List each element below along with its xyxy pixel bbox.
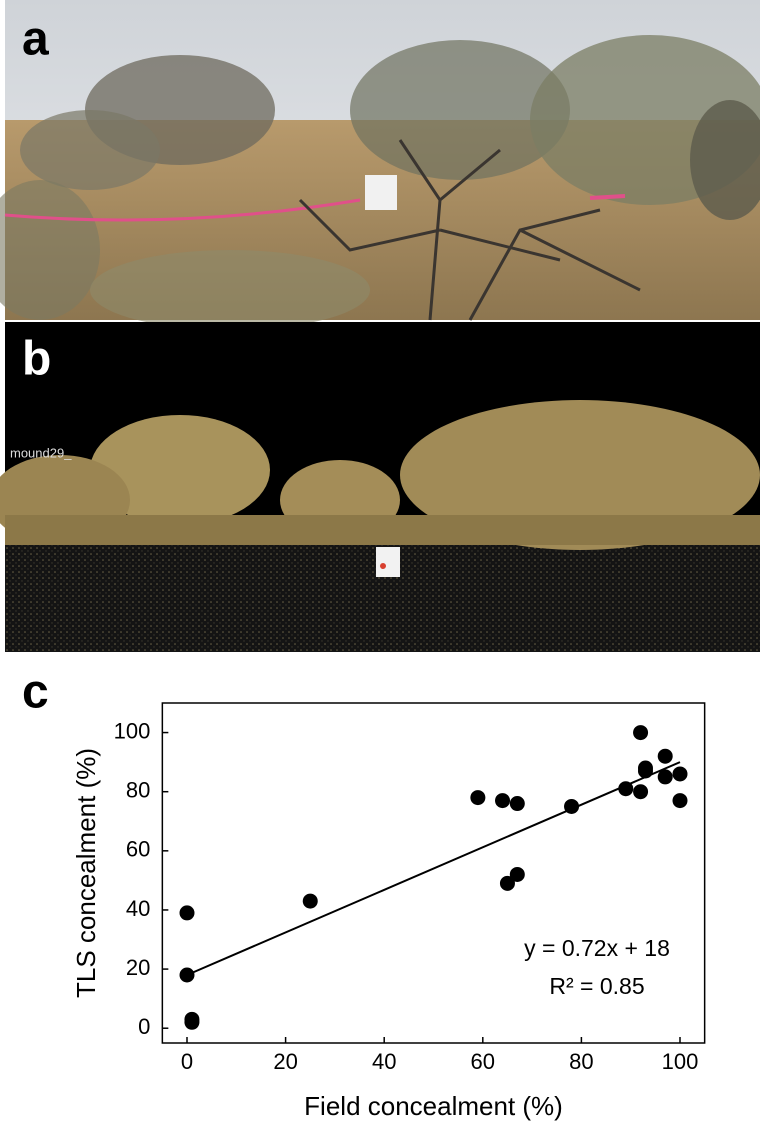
y-tick-label: 20 (126, 955, 150, 980)
x-tick-label: 100 (662, 1049, 699, 1074)
point (673, 793, 688, 808)
y-tick-label: 60 (126, 837, 150, 862)
photo-b: b mound29_ (0, 322, 760, 652)
chart: 0 20 40 60 80 100 0 20 40 60 80 100 Field concealmen… (71, 703, 705, 1121)
x-tick-label: 40 (372, 1049, 396, 1074)
trendline-equation: y = 0.72x + 18 (524, 935, 670, 961)
point (673, 766, 688, 781)
photo-a: a (0, 0, 760, 330)
panel-label: a (22, 13, 49, 66)
point (495, 793, 510, 808)
x-tick-label: 0 (181, 1049, 193, 1074)
panel-label: c (22, 666, 49, 719)
point (303, 894, 318, 909)
panel-label: b (22, 333, 51, 386)
x-axis-title: Field concealment (%) (304, 1091, 563, 1121)
y-axis-title: TLS concealment (%) (71, 748, 101, 998)
point (180, 968, 195, 983)
point (564, 799, 579, 814)
point (658, 769, 673, 784)
r-squared: R² = 0.85 (549, 973, 644, 999)
point (510, 867, 525, 882)
point (510, 796, 525, 811)
y-tick-label: 40 (126, 896, 150, 921)
x-tick-label: 20 (273, 1049, 297, 1074)
point (633, 725, 648, 740)
point (184, 1015, 199, 1030)
x-tick-label: 80 (569, 1049, 593, 1074)
y-tick-label: 0 (138, 1014, 150, 1039)
point (633, 784, 648, 799)
point (180, 905, 195, 920)
point (638, 764, 653, 779)
point (470, 790, 485, 805)
y-tick-label: 100 (114, 718, 151, 743)
scan-tag: mound29_ (10, 445, 72, 460)
figure: a b mound29_ c 0 20 40 60 80 100 0 20 40 60 80 100 F… (0, 0, 760, 1128)
point (658, 749, 673, 764)
point (618, 781, 633, 796)
x-tick-label: 60 (471, 1049, 495, 1074)
y-tick-label: 80 (126, 778, 150, 803)
